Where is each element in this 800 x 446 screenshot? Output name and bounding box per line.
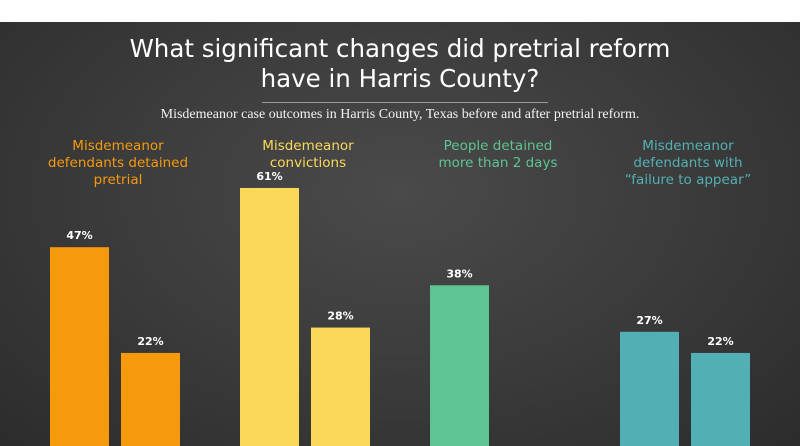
bar-chart: 47% 22% 61% 28% 38% 27% 22%	[50, 170, 750, 446]
bar-value-label: 27%	[636, 314, 662, 327]
bar	[50, 247, 109, 446]
chart-subtitle: Misdemeanor case outcomes in Harris Coun…	[160, 107, 640, 122]
group-label: People detained more than 2 days	[403, 138, 593, 172]
group-label-line: more than 2 days	[438, 155, 558, 171]
bar-value-label: 22%	[707, 335, 733, 348]
group-label-line: pretrial	[93, 172, 143, 188]
chart-title: What significant changes did pretrial re…	[0, 34, 800, 94]
bar-value-label: 38%	[446, 267, 472, 280]
group-label: Misdemeanor defendants detained pretrial	[23, 138, 213, 189]
bar	[121, 352, 180, 446]
chart-title-line-1: What significant changes did pretrial re…	[129, 34, 671, 63]
infographic-panel: What significant changes did pretrial re…	[0, 22, 800, 446]
bar	[620, 331, 679, 446]
group-label-line: defendants with	[633, 155, 743, 171]
bar	[430, 285, 489, 446]
group-label-line: Misdemeanor	[262, 138, 354, 154]
group-label-line: People detained	[443, 138, 553, 154]
bar	[691, 352, 750, 446]
title-divider	[262, 102, 548, 103]
bar-value-label: 22%	[137, 335, 163, 348]
group-label-line: Misdemeanor	[642, 138, 734, 154]
bar-value-label: 47%	[66, 229, 92, 242]
bar	[311, 327, 370, 446]
group-label: Misdemeanor convictions	[213, 138, 403, 172]
group-label-line: convictions	[269, 155, 347, 171]
group-label-line: Misdemeanor	[72, 138, 164, 154]
bar-value-label: 61%	[256, 170, 282, 183]
bar	[240, 187, 299, 446]
chart-title-line-2: have in Harris County?	[260, 64, 540, 93]
bar-value-label: 28%	[327, 310, 353, 323]
group-label: Misdemeanor defendants with “failure to ap…	[593, 138, 783, 189]
group-label-line: defendants detained	[47, 155, 189, 171]
group-label-line: “failure to appear”	[624, 172, 752, 188]
